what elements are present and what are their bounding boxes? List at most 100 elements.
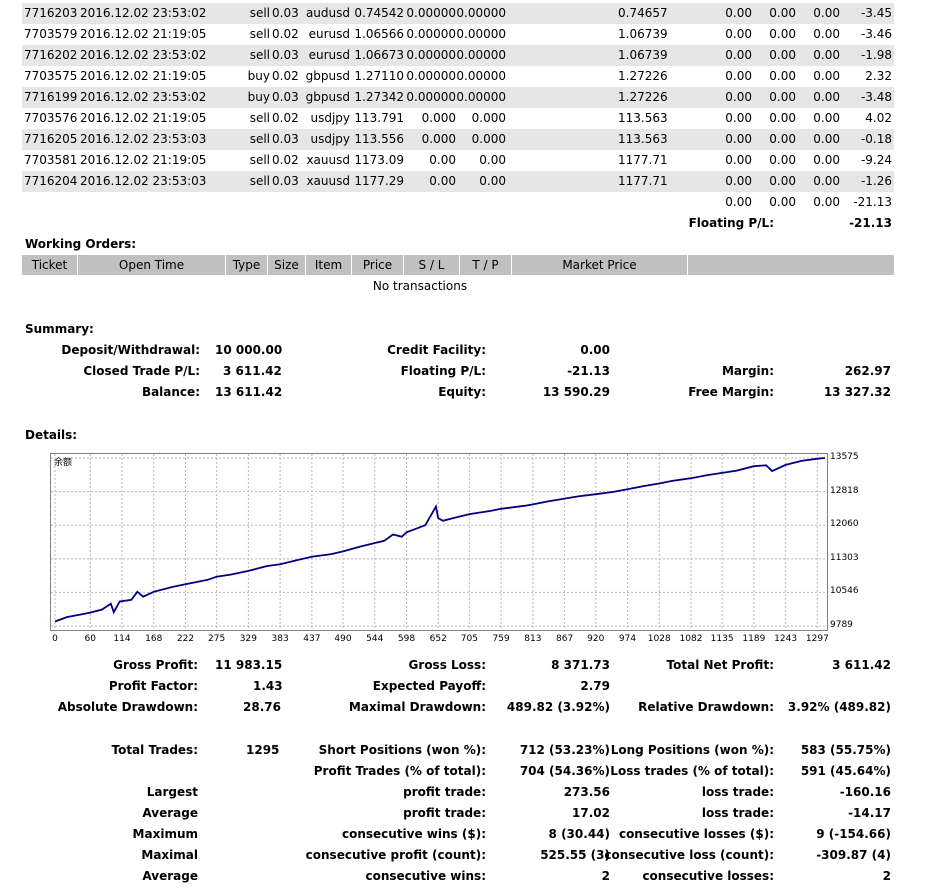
relative-drawdown-value: 3.92% (489.82) [787, 700, 891, 714]
sl-cell: 0.000 [421, 132, 456, 146]
profit-cell: -3.46 [860, 27, 892, 41]
chart-title: 余额 [54, 456, 72, 468]
x-tick-label: 490 [334, 634, 352, 644]
item-cell: eurusd [308, 27, 350, 41]
open-time-cell: 2016.12.02 21:19:05 [80, 69, 207, 83]
size-cell: 0.02 [272, 69, 299, 83]
closed-pl-value: 3 611.42 [223, 364, 282, 378]
maximum-label: Maximum [132, 827, 198, 841]
gross-profit-value: 11 983.15 [215, 658, 283, 672]
taxes-cell: 0.00 [769, 6, 796, 20]
size-cell: 0.02 [272, 153, 299, 167]
tp-cell: 0.00 [479, 174, 506, 188]
avg-cons-wins-value: 2 [601, 869, 610, 883]
price-cell: 1.27342 [354, 90, 404, 104]
short-positions-label: Short Positions (won %): [318, 743, 486, 757]
profit-factor-value: 1.43 [253, 679, 283, 693]
total-swap: 0.00 [813, 195, 840, 209]
swap-cell: 0.00 [813, 27, 840, 41]
profit-cell: -1.98 [860, 48, 892, 62]
swap-cell: 0.00 [813, 48, 840, 62]
commission-cell: 0.00 [725, 27, 752, 41]
position-row: 7703579 2016.12.02 21:19:05 sell 0.02 eurusd… [22, 24, 894, 45]
open-time-cell: 2016.12.02 21:19:05 [80, 111, 207, 125]
swap-cell: 0.00 [813, 132, 840, 146]
open-time-cell: 2016.12.02 23:53:03 [80, 174, 207, 188]
size-cell: 0.03 [272, 6, 299, 20]
type-cell: sell [249, 6, 270, 20]
item-cell: eurusd [308, 48, 350, 62]
total-taxes: 0.00 [769, 195, 796, 209]
closed-pl-label: Closed Trade P/L: [83, 364, 200, 378]
margin-value: 262.97 [844, 364, 891, 378]
max-cons-wins-value: 8 (30.44) [548, 827, 610, 841]
commission-cell: 0.00 [725, 48, 752, 62]
x-tick-label: 1189 [742, 634, 766, 644]
x-tick-label: 867 [556, 634, 574, 644]
deposit-value: 10 000.00 [215, 343, 283, 357]
sl-cell: 0.000 [421, 111, 456, 125]
x-tick-label: 652 [429, 634, 447, 644]
item-cell: gbpusd [305, 90, 350, 104]
balance-label: Balance: [141, 385, 200, 399]
item-cell: gbpusd [305, 69, 350, 83]
floating-label: Floating P/L: [688, 216, 774, 230]
chart-border [50, 453, 828, 631]
average-profit-label: profit trade: [403, 806, 486, 820]
summary-title: Summary: [25, 322, 94, 336]
deposit-label: Deposit/Withdrawal: [61, 343, 200, 357]
x-tick-label: 813 [524, 634, 542, 644]
tp-cell: 0.000 [471, 132, 506, 146]
ticket-cell: 7716202 [24, 48, 78, 62]
commission-cell: 0.00 [725, 90, 752, 104]
position-row: 7716202 2016.12.02 23:53:02 sell 0.03 eurusd… [22, 45, 894, 66]
col-ticket: Ticket [22, 255, 78, 275]
working-orders-header: Ticket Open Time Type Size Item Price S … [22, 255, 894, 275]
item-cell: xauusd [306, 153, 350, 167]
x-tick-label: 383 [271, 634, 289, 644]
sl-cell: 0.00000 [406, 6, 456, 20]
type-cell: sell [249, 111, 270, 125]
market-price-cell: 0.74657 [618, 6, 668, 20]
gross-profit-label: Gross Profit: [113, 658, 198, 672]
x-tick-label: 1028 [647, 634, 671, 644]
balance-value: 13 611.42 [215, 385, 283, 399]
profit-trades-label: Profit Trades (% of total): [313, 764, 486, 778]
x-tick-label: 329 [239, 634, 257, 644]
relative-drawdown-label: Relative Drawdown: [638, 700, 774, 714]
maximal-cons-profit-value: 525.55 (3) [540, 848, 610, 862]
tp-cell: 0.00000 [456, 90, 506, 104]
swap-cell: 0.00 [813, 174, 840, 188]
average-label: Average [142, 806, 198, 820]
x-tick-label: 759 [492, 634, 510, 644]
average-profit-value: 17.02 [572, 806, 610, 820]
taxes-cell: 0.00 [769, 132, 796, 146]
largest-loss-value: -160.16 [839, 785, 891, 799]
ticket-cell: 7716199 [24, 90, 78, 104]
x-tick-label: 1243 [774, 634, 798, 644]
y-tick-label: 9789 [830, 620, 853, 630]
price-cell: 0.74542 [354, 6, 404, 20]
free-margin-label: Free Margin: [688, 385, 774, 399]
ticket-cell: 7716205 [24, 132, 78, 146]
position-row: 7716199 2016.12.02 23:53:02 buy 0.03 gbpusd 1… [22, 87, 894, 108]
type-cell: sell [249, 174, 270, 188]
ticket-cell: 7703576 [24, 111, 78, 125]
credit-value: 0.00 [580, 343, 610, 357]
col-open-time: Open Time [78, 255, 226, 275]
price-cell: 1.06566 [354, 27, 404, 41]
loss-trades-value: 591 (45.64%) [800, 764, 891, 778]
commission-cell: 0.00 [725, 153, 752, 167]
item-cell: audusd [305, 6, 350, 20]
average-loss-value: -14.17 [848, 806, 891, 820]
item-cell: xauusd [306, 174, 350, 188]
tp-cell: 0.00000 [456, 48, 506, 62]
position-row: 7716203 2016.12.02 23:53:02 sell 0.03 audusd… [22, 3, 894, 24]
position-row: 7716204 2016.12.02 23:53:03 sell 0.03 xauusd… [22, 171, 894, 192]
size-cell: 0.03 [272, 90, 299, 104]
tp-cell: 0.00000 [456, 6, 506, 20]
largest-profit-label: profit trade: [403, 785, 486, 799]
max-cons-losses-label: consecutive losses ($): [618, 827, 774, 841]
col-type: Type [226, 255, 268, 275]
y-tick-label: 10546 [830, 586, 859, 597]
